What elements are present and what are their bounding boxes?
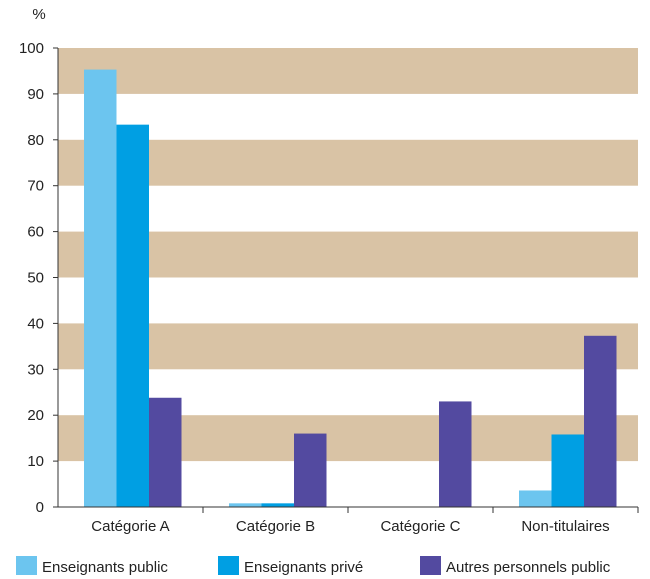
bar [149,397,182,507]
bars [84,69,617,507]
bar [439,401,472,507]
y-tick-label: 30 [27,361,44,378]
x-category-label: Catégorie A [91,518,169,535]
y-tick-label: 40 [27,315,44,332]
bar [84,69,117,507]
x-category-label: Non-titulaires [521,518,609,535]
y-tick-label: 20 [27,407,44,424]
y-unit-label: % [32,6,45,23]
y-tick-label: 0 [36,499,44,516]
y-tick-label: 60 [27,224,44,241]
bar [519,490,552,507]
grid-band [58,48,638,94]
bar [294,433,327,507]
y-tick-label: 80 [27,132,44,149]
y-tick-label: 10 [27,453,44,470]
legend-swatch [420,556,441,575]
legend-label: Enseignants public [42,559,168,576]
legend-label: Enseignants privé [244,559,363,576]
bar [584,335,617,507]
grid-band [58,323,638,370]
grid-band [58,231,638,278]
background-bands [58,48,638,462]
bar [551,434,584,507]
y-tick-label: 70 [27,178,44,195]
x-categories: Catégorie A Catégorie B Catégorie C Non-tit… [91,507,639,535]
bar [261,503,294,507]
legend-label: Autres personnels public [446,559,611,576]
y-tick-label: 100 [19,40,44,57]
legend: Enseignants public Enseignants privé Autre… [16,556,611,576]
bar [229,503,262,507]
y-tick-label: 50 [27,270,44,287]
legend-swatch [218,556,239,575]
legend-swatch [16,556,37,575]
grid-band [58,139,638,186]
x-category-label: Catégorie B [236,518,315,535]
y-tick-label: 90 [27,86,44,103]
bar [116,124,149,507]
y-ticks: 0 10 20 30 40 50 60 70 80 90 100 [19,40,58,516]
x-category-label: Catégorie C [380,518,460,535]
